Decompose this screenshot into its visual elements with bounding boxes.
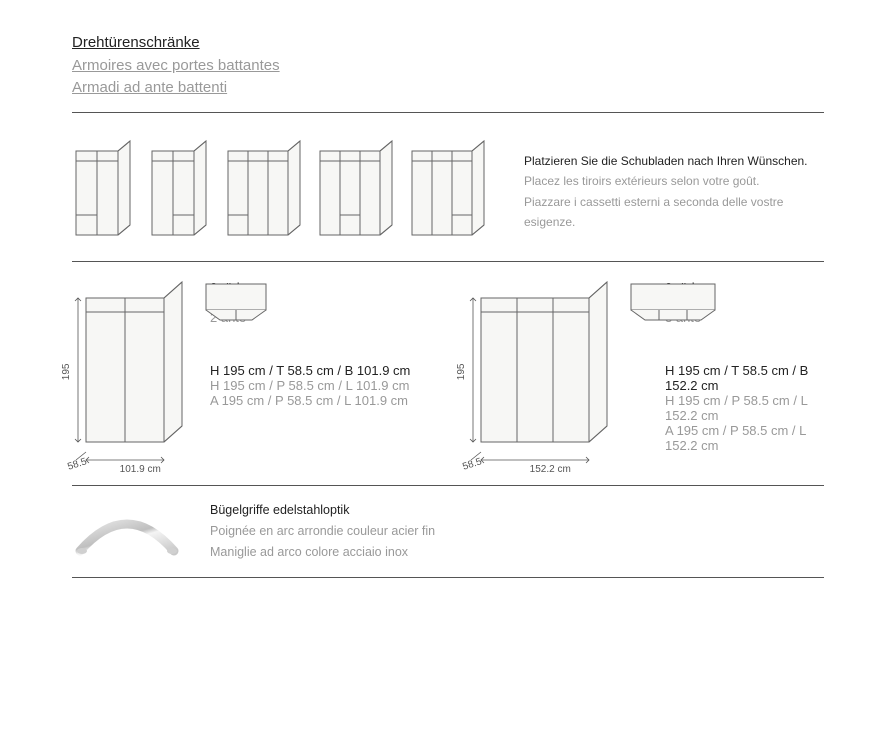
variant-5-icon bbox=[408, 137, 492, 247]
d-label-2: 58.5 bbox=[461, 456, 483, 472]
w-label-2: 152.2 cm bbox=[530, 464, 571, 475]
variants-row: Platzieren Sie die Schubladen nach Ihren… bbox=[72, 137, 824, 247]
handle-it: Maniglie ad arco colore acciaio inox bbox=[210, 542, 435, 563]
separator-2 bbox=[72, 261, 824, 262]
model-two-door-drawing bbox=[72, 276, 192, 466]
model-two-door: 195 58.5 101.9 cm 2-türig 2 portes 2 ant… bbox=[72, 276, 429, 471]
variant-4-icon bbox=[316, 137, 400, 247]
model-two-door-topview-icon bbox=[204, 282, 270, 324]
variant-2-icon bbox=[148, 137, 216, 247]
w-label-1: 101.9 cm bbox=[120, 464, 161, 475]
dims-fr-2: H 195 cm / P 58.5 cm / L 152.2 cm bbox=[665, 393, 824, 423]
variant-thumbnails bbox=[72, 137, 492, 247]
model-three-door-drawing bbox=[467, 276, 617, 466]
dims-it-1: A 195 cm / P 58.5 cm / L 101.9 cm bbox=[210, 393, 410, 408]
drawer-note-de: Platzieren Sie die Schubladen nach Ihren… bbox=[524, 151, 824, 171]
drawer-note-fr: Placez les tiroirs extérieurs selon votr… bbox=[524, 171, 824, 191]
variant-1-icon bbox=[72, 137, 140, 247]
d-label-1: 58.5 bbox=[66, 456, 88, 472]
variant-3-icon bbox=[224, 137, 308, 247]
separator-1 bbox=[72, 112, 824, 113]
title-block: Drehtürenschränke Armoires avec portes b… bbox=[72, 32, 824, 100]
h-label-1: 195 bbox=[61, 364, 72, 381]
handle-fr: Poignée en arc arrondie couleur acier fi… bbox=[210, 521, 435, 542]
dims-de-2: H 195 cm / T 58.5 cm / B 152.2 cm bbox=[665, 363, 824, 393]
handle-icon bbox=[72, 501, 182, 561]
dims-de-1: H 195 cm / T 58.5 cm / B 101.9 cm bbox=[210, 363, 410, 378]
title-it: Armadi ad ante battenti bbox=[72, 77, 824, 100]
models-row: 195 58.5 101.9 cm 2-türig 2 portes 2 ant… bbox=[72, 276, 824, 471]
separator-4 bbox=[72, 577, 824, 578]
model-three-door: 195 58.5 152.2 cm 3-türig 3 portes 3 ant… bbox=[467, 276, 824, 471]
dims-fr-1: H 195 cm / P 58.5 cm / L 101.9 cm bbox=[210, 378, 410, 393]
handle-text: Bügelgriffe edelstahloptik Poignée en ar… bbox=[210, 500, 435, 564]
handle-row: Bügelgriffe edelstahloptik Poignée en ar… bbox=[72, 500, 824, 564]
handle-de: Bügelgriffe edelstahloptik bbox=[210, 500, 435, 521]
dims-it-2: A 195 cm / P 58.5 cm / L 152.2 cm bbox=[665, 423, 824, 453]
drawer-note-it: Piazzare i cassetti esterni a seconda de… bbox=[524, 192, 824, 233]
title-fr: Armoires avec portes battantes bbox=[72, 55, 824, 78]
model-three-door-topview-icon bbox=[629, 282, 719, 324]
separator-3 bbox=[72, 485, 824, 486]
h-label-2: 195 bbox=[456, 364, 467, 381]
title-de: Drehtürenschränke bbox=[72, 32, 824, 55]
drawer-note: Platzieren Sie die Schubladen nach Ihren… bbox=[524, 151, 824, 233]
